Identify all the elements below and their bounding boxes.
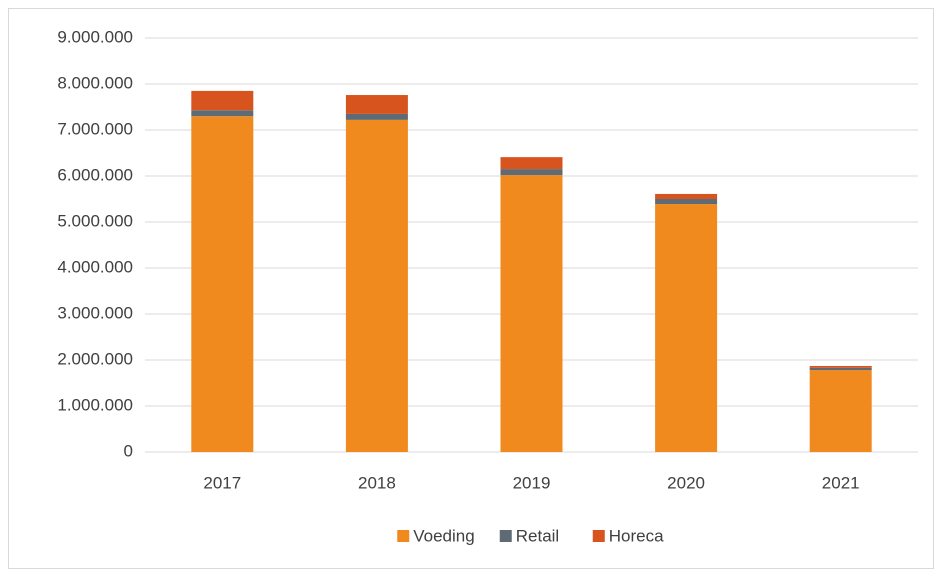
y-tick-label: 5.000.000 (57, 211, 133, 230)
bar-segment (809, 367, 872, 371)
legend-label: Horeca (609, 526, 664, 545)
x-tick-label: 2019 (513, 473, 551, 492)
legend-swatch (592, 530, 605, 542)
chart-border (8, 8, 934, 569)
x-tick-label: 2021 (822, 473, 860, 492)
x-tick-label: 2018 (358, 473, 396, 492)
bar-segment (191, 90, 254, 111)
bar-segment (345, 119, 408, 452)
legend-label: Voeding (413, 526, 474, 545)
bar-segment (500, 157, 563, 170)
bar-segment (500, 175, 563, 452)
bar-segment (655, 199, 718, 205)
bar-segment (345, 95, 408, 114)
x-tick-label: 2017 (203, 473, 241, 492)
y-tick-label: 2.000.000 (57, 349, 133, 368)
y-tick-label: 4.000.000 (57, 257, 133, 276)
bar-segment (809, 365, 872, 368)
y-tick-label: 0 (124, 441, 133, 460)
y-tick-label: 7.000.000 (57, 119, 133, 138)
bar-segment (345, 113, 408, 120)
y-tick-label: 3.000.000 (57, 303, 133, 322)
bar-segment (809, 370, 872, 452)
bar-segment (500, 169, 563, 176)
y-tick-label: 8.000.000 (57, 73, 133, 92)
legend-label: Retail (516, 526, 559, 545)
bar-segment (191, 116, 254, 452)
bar-segment (191, 110, 254, 117)
y-tick-label: 9.000.000 (57, 27, 133, 46)
y-tick-label: 1.000.000 (57, 395, 133, 414)
bar-segment (655, 193, 718, 199)
legend-swatch (397, 530, 410, 542)
y-tick-label: 6.000.000 (57, 165, 133, 184)
legend-swatch (499, 530, 512, 542)
bar-segment (655, 204, 718, 452)
x-tick-label: 2020 (667, 473, 705, 492)
